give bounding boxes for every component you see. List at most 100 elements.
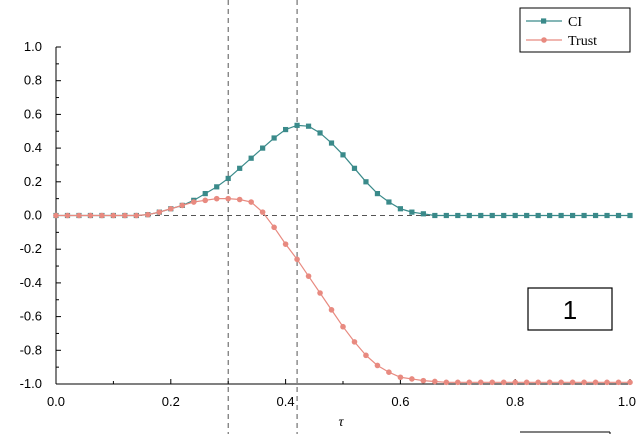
x-tick-label: 0.0	[47, 394, 65, 409]
data-point-ci	[328, 140, 335, 146]
data-point-trust	[500, 379, 507, 386]
y-tick-label: -0.4	[20, 275, 42, 290]
data-point-ci	[512, 212, 518, 219]
data-point-ci	[615, 212, 622, 219]
data-point-ci	[478, 212, 484, 219]
data-point-trust	[420, 377, 427, 384]
data-point-ci	[409, 209, 415, 215]
data-point-trust	[248, 199, 254, 205]
data-point-trust	[236, 196, 243, 203]
panel-label: 1	[563, 295, 577, 325]
data-point-trust	[455, 379, 461, 386]
data-point-trust	[145, 211, 151, 218]
data-point-trust	[546, 379, 553, 386]
x-tick-label: 1.0	[618, 394, 636, 409]
data-point-ci	[581, 212, 587, 219]
data-point-trust	[213, 195, 220, 202]
data-point-trust	[122, 212, 128, 219]
y-tick-label: 0.2	[24, 174, 42, 189]
data-point-trust	[133, 212, 140, 219]
legend: CI Trust	[519, 7, 631, 53]
data-point-trust	[477, 379, 484, 386]
data-point-trust	[489, 379, 496, 386]
legend-label-trust: Trust	[568, 34, 597, 49]
y-tick-label: -0.8	[20, 342, 42, 357]
data-point-trust	[179, 202, 186, 209]
legend-marker-ci	[541, 18, 547, 24]
y-tick-label: -1.0	[20, 376, 42, 391]
data-point-ci	[535, 212, 541, 219]
data-point-trust	[409, 376, 415, 382]
data-point-trust	[328, 307, 335, 313]
data-point-ci	[420, 211, 426, 217]
data-point-ci	[547, 212, 553, 219]
data-point-ci	[455, 212, 461, 219]
data-point-trust	[466, 379, 473, 386]
data-point-ci	[225, 175, 231, 182]
data-point-ci	[374, 190, 381, 197]
data-point-ci	[524, 212, 530, 219]
data-point-trust	[305, 273, 312, 279]
data-point-trust	[99, 212, 105, 219]
data-point-ci	[305, 123, 312, 129]
panel-label-box: 1	[527, 287, 613, 331]
data-point-trust	[558, 379, 564, 386]
data-point-ci	[283, 126, 289, 133]
data-point-ci	[592, 212, 599, 219]
data-point-trust	[340, 323, 346, 330]
data-point-ci	[432, 212, 438, 219]
y-tick-label: 0.4	[24, 140, 42, 155]
data-point-trust	[569, 379, 576, 386]
data-point-ci	[466, 212, 472, 219]
x-tick-label: 0.8	[506, 394, 524, 409]
x-tick-label: 0.2	[162, 394, 180, 409]
y-tick-label: -0.2	[20, 241, 42, 256]
data-point-trust	[523, 379, 530, 386]
data-point-trust	[615, 379, 622, 386]
data-point-trust	[225, 195, 231, 202]
y-tick-label: 0.6	[24, 106, 42, 121]
data-point-trust	[374, 362, 381, 369]
data-point-trust	[202, 197, 209, 204]
data-point-ci	[501, 212, 507, 219]
data-point-ci	[202, 190, 208, 197]
data-point-ci	[214, 184, 220, 190]
data-point-trust	[627, 379, 633, 386]
y-tick-label: 0.8	[24, 73, 42, 88]
x-tick-label: 0.6	[391, 394, 409, 409]
data-point-ci	[443, 212, 449, 219]
data-point-ci	[294, 122, 300, 128]
data-point-trust	[156, 209, 163, 215]
panel-label-frame	[527, 287, 613, 331]
data-point-trust	[190, 199, 197, 205]
data-point-ci	[397, 206, 403, 212]
data-point-ci	[604, 212, 610, 219]
y-tick-label: -0.6	[20, 309, 42, 324]
data-point-trust	[535, 379, 541, 386]
y-tick-label: 1.0	[24, 39, 42, 54]
legend-label-ci: CI	[568, 15, 582, 30]
data-point-trust	[604, 379, 610, 386]
data-point-trust	[512, 379, 518, 386]
data-point-ci	[248, 155, 254, 161]
data-point-trust	[363, 352, 369, 359]
data-point-ci	[260, 145, 266, 151]
data-point-trust	[432, 378, 438, 385]
data-point-ci	[340, 152, 346, 158]
legend-box	[519, 7, 631, 53]
data-point-trust	[386, 369, 392, 376]
axes: -1.0 -0.8 -0.6 -0.4 -0.2 0.0 0.2 0.4 0.6 0.8 1.0 0.…	[20, 39, 636, 409]
data-point-trust	[76, 212, 82, 219]
data-point-ci	[570, 212, 576, 219]
data-point-trust	[110, 212, 117, 219]
data-point-trust	[271, 224, 277, 231]
data-point-ci	[558, 212, 564, 219]
data-point-trust	[87, 212, 94, 219]
data-point-ci	[351, 165, 358, 171]
data-point-trust	[443, 379, 450, 386]
data-point-trust	[168, 205, 174, 212]
data-point-trust	[259, 209, 266, 215]
y-tick-label: 0.0	[24, 208, 42, 223]
